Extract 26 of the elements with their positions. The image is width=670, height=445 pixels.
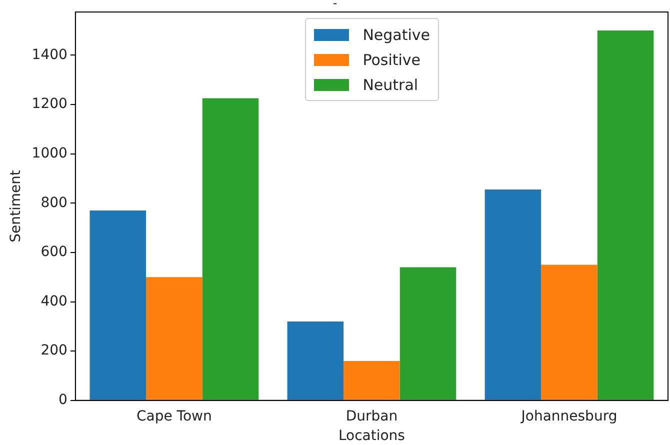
y-tick-label: 800 [40, 194, 68, 211]
chart-title: - [332, 0, 338, 10]
legend-label: Neutral [362, 76, 418, 94]
x-axis-title: Locations [338, 428, 405, 444]
y-tick-label: 200 [40, 342, 68, 359]
y-axis-title: Sentiment [8, 170, 24, 242]
bar [146, 277, 202, 400]
y-tick-label: 1400 [32, 46, 68, 63]
bar [597, 30, 654, 400]
bar [90, 210, 146, 400]
x-tick-label: Cape Town [136, 408, 212, 424]
bar [202, 98, 259, 400]
bar [400, 267, 456, 400]
legend-label: Positive [362, 50, 421, 68]
y-tick-label: 1200 [32, 96, 68, 112]
legend-label: Negative [362, 26, 430, 44]
bar [541, 264, 598, 400]
y-tick-label: 600 [40, 244, 68, 260]
bar [287, 321, 344, 400]
x-tick-label: Johannesburg [520, 408, 618, 424]
bar [344, 360, 400, 400]
y-tick-label: 1000 [32, 145, 68, 162]
bar [484, 190, 542, 400]
x-tick-label: Durban [346, 408, 398, 424]
y-tick-label: 400 [40, 293, 68, 310]
y-tick-label: 0 [58, 392, 68, 408]
